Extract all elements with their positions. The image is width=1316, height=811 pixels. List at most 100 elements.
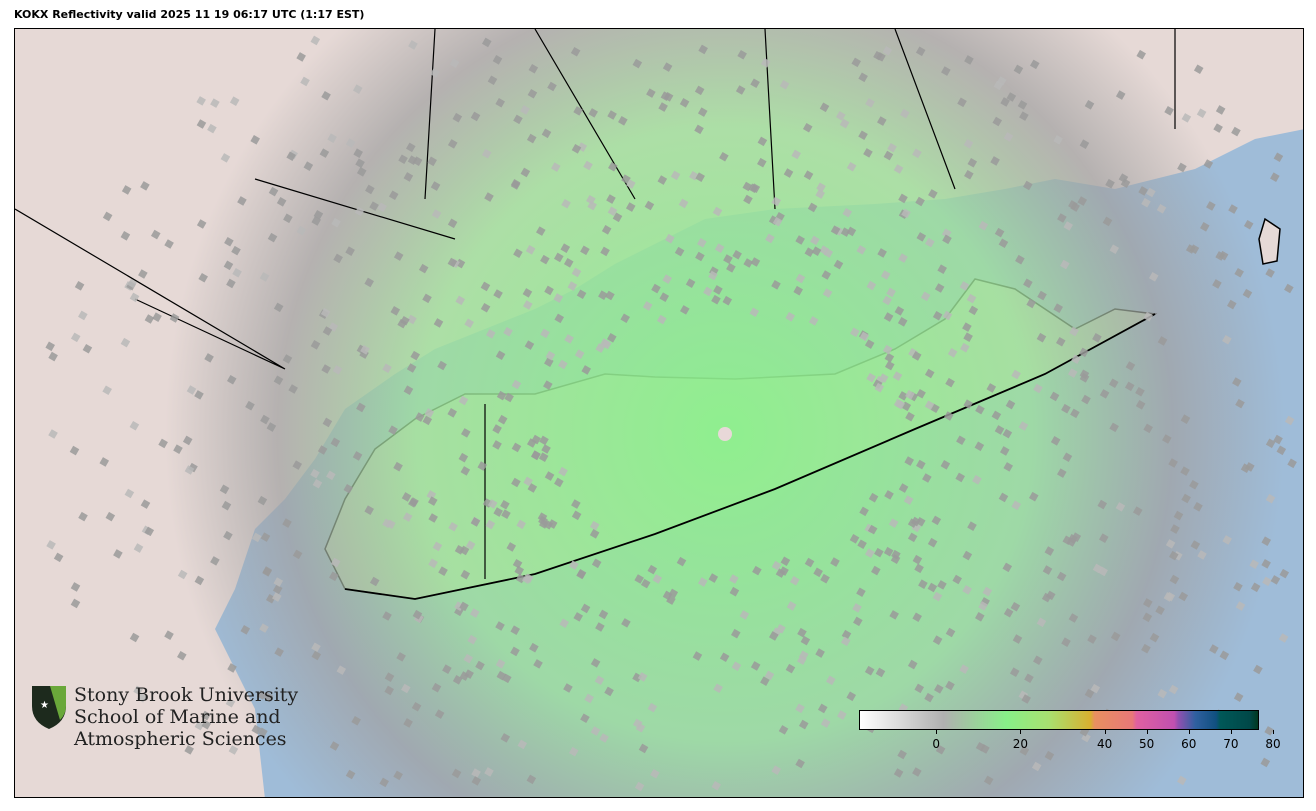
radar-echo-pixel	[512, 558, 523, 569]
radar-echo-pixel	[978, 601, 988, 611]
radar-echo-pixel	[874, 547, 884, 558]
radar-echo-pixel	[401, 683, 411, 694]
radar-echo-pixel	[876, 52, 886, 62]
radar-echo-pixel	[978, 220, 989, 231]
radar-echo-pixel	[1180, 466, 1190, 476]
radar-echo-pixel	[517, 739, 528, 750]
radar-echo-pixel	[934, 283, 945, 293]
radar-echo-pixel	[464, 669, 474, 679]
radar-echo-pixel	[743, 258, 753, 268]
radar-echo-pixel	[511, 379, 522, 390]
radar-echo-pixel	[670, 170, 681, 181]
radar-echo-pixel	[352, 451, 363, 461]
radar-echo-pixel	[775, 568, 786, 578]
radar-echo-pixel	[525, 245, 536, 255]
radar-echo-pixel	[480, 302, 491, 313]
radar-echo-pixel	[531, 450, 541, 461]
radar-echo-pixel	[1181, 113, 1192, 123]
radar-echo-pixel	[500, 733, 511, 743]
radar-echo-pixel	[538, 515, 548, 526]
radar-echo-pixel	[576, 289, 587, 300]
radar-echo-pixel	[634, 574, 644, 584]
radar-echo-pixel	[935, 744, 946, 755]
radar-echo-pixel	[506, 542, 517, 552]
radar-echo-pixel	[571, 510, 582, 521]
radar-echo-pixel	[545, 350, 556, 361]
radar-echo-pixel	[210, 98, 220, 108]
radar-echo-pixel	[1156, 204, 1167, 214]
radar-echo-pixel	[907, 532, 918, 543]
radar-echo-pixel	[819, 245, 830, 255]
radar-echo-pixel	[994, 425, 1005, 435]
radar-echo-pixel	[765, 233, 775, 244]
radar-echo-pixel	[461, 428, 471, 438]
radar-echo-pixel	[137, 692, 147, 703]
radar-echo-pixel	[133, 543, 144, 553]
radar-echo-pixel	[590, 658, 601, 668]
radar-echo-pixel	[697, 238, 707, 248]
radar-echo-pixel	[563, 683, 573, 693]
radar-echo-pixel	[430, 181, 441, 191]
radar-echo-pixel	[890, 554, 901, 564]
radar-echo-pixel	[1006, 92, 1017, 102]
radar-echo-pixel	[594, 675, 605, 686]
radar-echo-pixel	[1276, 445, 1287, 456]
radar-echo-pixel	[1164, 106, 1174, 116]
radar-echo-pixel	[924, 368, 935, 379]
radar-echo-pixel	[808, 316, 819, 326]
radar-echo-pixel	[437, 360, 447, 371]
radar-echo-pixel	[695, 172, 705, 182]
radar-echo-pixel	[795, 235, 805, 245]
radar-echo-pixel	[448, 521, 458, 532]
radar-echo-pixel	[1235, 601, 1246, 611]
radar-echo-pixel	[1033, 383, 1043, 394]
radar-echo-pixel	[1168, 550, 1179, 561]
radar-echo-pixel	[1021, 694, 1031, 704]
radar-echo-pixel	[493, 507, 503, 517]
radar-echo-pixel	[1070, 408, 1080, 419]
radar-echo-pixel	[320, 307, 331, 318]
radar-map[interactable]	[14, 28, 1304, 798]
radar-echo-pixel	[1079, 369, 1090, 380]
radar-echo-pixel	[637, 672, 648, 682]
radar-echo-pixel	[1029, 59, 1040, 70]
radar-echo-pixel	[430, 68, 440, 78]
radar-echo-pixel	[382, 611, 392, 621]
radar-echo-pixel	[972, 475, 982, 485]
radar-echo-pixel	[196, 119, 207, 129]
radar-echo-pixel	[928, 189, 938, 199]
radar-echo-pixel	[944, 411, 954, 421]
radar-echo-pixel	[698, 44, 708, 55]
radar-echo-pixel	[771, 196, 781, 207]
radar-echo-pixel	[967, 157, 978, 168]
radar-echo-pixel	[427, 496, 438, 506]
radar-echo-pixel	[1010, 601, 1021, 612]
radar-echo-pixel	[256, 690, 267, 700]
radar-echo-pixel	[70, 598, 81, 609]
radar-echo-pixel	[940, 460, 951, 470]
radar-echo-pixel	[851, 57, 862, 68]
radar-echo-pixel	[267, 232, 278, 243]
radar-echo-pixel	[53, 552, 64, 563]
radar-echo-pixel	[1132, 506, 1143, 516]
radar-echo-pixel	[452, 675, 463, 685]
radar-echo-pixel	[871, 565, 881, 576]
radar-echo-pixel	[735, 85, 746, 95]
radar-echo-pixel	[994, 227, 1005, 238]
radar-echo-pixel	[730, 628, 741, 639]
radar-echo-pixel	[916, 232, 927, 242]
radar-echo-pixel	[533, 659, 543, 669]
colorbar-tick-label: 0	[932, 737, 940, 751]
radar-echo-pixel	[250, 135, 260, 145]
radar-echo-pixel	[463, 653, 473, 664]
radar-echo-pixel	[492, 424, 502, 434]
radar-echo-pixel	[1124, 381, 1135, 392]
radar-echo-pixel	[538, 452, 549, 462]
radar-echo-pixel	[500, 499, 510, 510]
radar-echo-pixel	[1180, 414, 1191, 424]
radar-echo-pixel	[1148, 272, 1159, 282]
radar-echo-pixel	[846, 226, 857, 237]
radar-echo-pixel	[332, 365, 343, 375]
radar-echo-pixel	[365, 184, 375, 195]
radar-echo-pixel	[584, 693, 594, 704]
